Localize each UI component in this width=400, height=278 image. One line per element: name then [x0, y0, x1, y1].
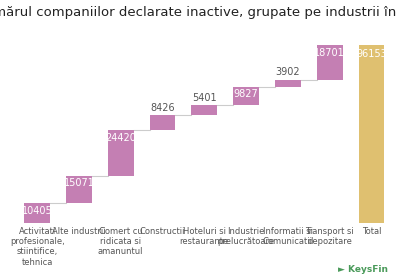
- Bar: [317, 45, 343, 80]
- Text: 5401: 5401: [192, 93, 217, 103]
- Text: 3902: 3902: [276, 67, 300, 77]
- Text: 9827: 9827: [234, 89, 258, 99]
- Bar: [191, 105, 217, 115]
- Title: Numărul companiilor declarate inactive, grupate pe industrii în 2016: Numărul companiilor declarate inactive, …: [0, 6, 400, 19]
- Text: 96153: 96153: [356, 49, 387, 59]
- Bar: [24, 203, 50, 222]
- Bar: [108, 130, 134, 175]
- Bar: [233, 87, 259, 105]
- Text: 8426: 8426: [150, 103, 175, 113]
- Bar: [275, 80, 301, 87]
- Text: 15071: 15071: [64, 178, 94, 188]
- Bar: [150, 115, 176, 130]
- Text: 24420: 24420: [105, 133, 136, 143]
- Bar: [66, 175, 92, 203]
- Text: 10405: 10405: [22, 206, 52, 216]
- Bar: [358, 45, 384, 222]
- Text: ► KeysFin: ► KeysFin: [338, 265, 388, 274]
- Text: 18701: 18701: [314, 48, 345, 58]
